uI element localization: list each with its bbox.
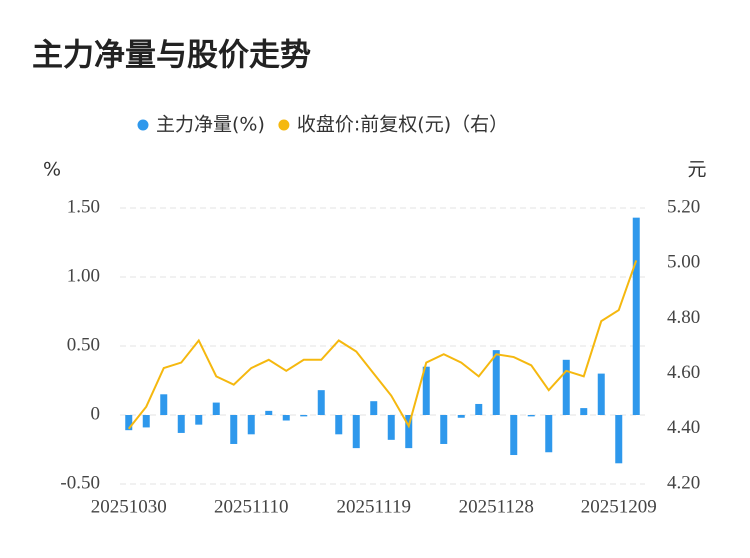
bar — [300, 415, 308, 417]
bar — [370, 401, 378, 415]
bar — [597, 373, 605, 415]
bar — [580, 408, 588, 415]
bar — [230, 415, 238, 444]
y2-tick-label: 4.20 — [667, 472, 700, 493]
bar — [282, 415, 290, 421]
y2-tick-label: 4.40 — [667, 417, 700, 438]
y2-tick-label: 5.20 — [667, 196, 700, 217]
bar — [440, 415, 448, 444]
bar — [317, 390, 325, 415]
bar — [562, 359, 570, 415]
bar — [387, 415, 395, 440]
bar — [615, 415, 623, 464]
bar — [265, 410, 273, 415]
bar — [510, 415, 518, 456]
bar — [422, 366, 430, 415]
x-tick-label: 20251030 — [91, 496, 167, 517]
bar — [457, 415, 465, 418]
legend-label: 收盘价:前复权(元)（右） — [297, 114, 508, 136]
y2-tick-label: 4.60 — [667, 362, 700, 383]
x-tick-label: 20251128 — [459, 496, 534, 517]
bar — [335, 415, 343, 435]
bar — [142, 415, 150, 428]
bar — [212, 402, 220, 415]
bar — [177, 415, 185, 433]
x-tick-label: 20251110 — [214, 496, 289, 517]
x-tick-label: 20251119 — [336, 496, 411, 517]
bar — [405, 415, 413, 449]
bar — [125, 415, 133, 431]
bar — [160, 394, 168, 415]
bar — [195, 415, 203, 425]
y-tick-label: -0.50 — [60, 472, 100, 493]
bar — [545, 415, 553, 453]
y-tick-label: 0 — [91, 403, 101, 424]
chart-title: 主力净量与股价走势 — [32, 38, 311, 74]
y2-tick-label: 4.80 — [667, 307, 700, 328]
legend-marker — [278, 119, 290, 131]
y-tick-label: 1.00 — [67, 265, 100, 286]
legend-label: 主力净量(%) — [156, 114, 265, 136]
bar — [247, 415, 255, 435]
bar — [352, 415, 360, 449]
y2-axis-unit: 元 — [687, 159, 706, 181]
bar — [527, 415, 535, 417]
y2-tick-label: 5.00 — [667, 252, 700, 273]
y-tick-label: 0.50 — [67, 334, 100, 355]
bar — [492, 350, 500, 415]
bar — [475, 403, 483, 415]
legend-marker — [137, 119, 149, 131]
bar — [632, 217, 640, 415]
y-axis-unit: % — [43, 159, 61, 181]
price-line — [127, 260, 638, 430]
x-tick-label: 20251209 — [581, 496, 657, 517]
y-tick-label: 1.50 — [67, 196, 100, 217]
